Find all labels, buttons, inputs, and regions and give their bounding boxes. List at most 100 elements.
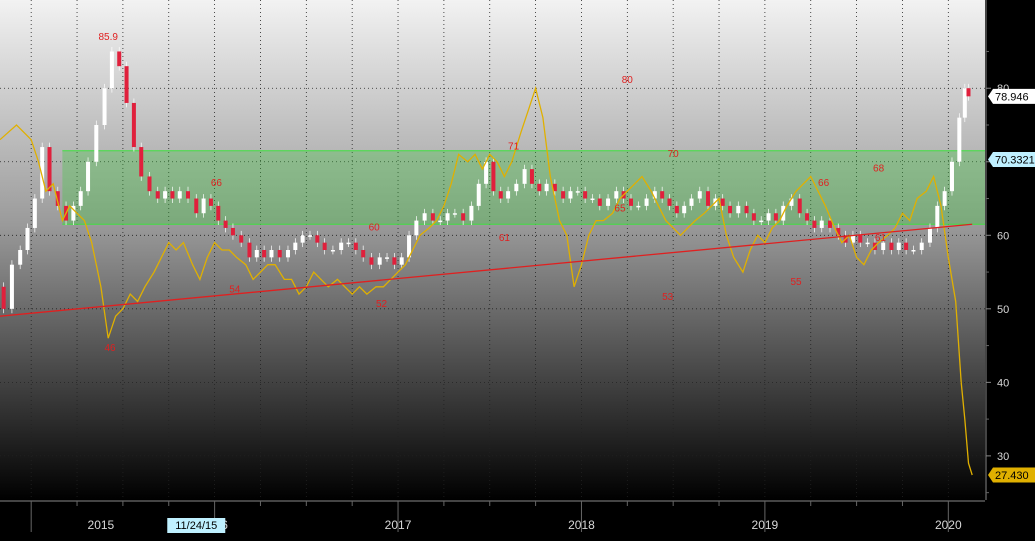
candle-body	[674, 205, 679, 214]
candle-body	[330, 250, 335, 252]
y-axis-background	[985, 0, 1035, 541]
candle-body	[911, 250, 916, 252]
candle-body	[828, 220, 833, 228]
candle-body	[339, 242, 344, 250]
candle-body	[544, 183, 549, 192]
annotation-label: 71	[508, 141, 520, 152]
candle-body	[78, 191, 83, 206]
candle-body	[109, 51, 114, 89]
annotation-label: 60	[369, 222, 381, 233]
candle-body	[889, 242, 894, 250]
candle-body	[269, 250, 274, 258]
candle-body	[962, 88, 967, 118]
candle-body	[896, 242, 901, 250]
last-price-tag-text: 78.946	[995, 91, 1029, 103]
y-tick-label: 30	[997, 451, 1009, 463]
candle-body	[819, 220, 824, 228]
annotation-label: 80	[622, 75, 634, 86]
x-axis: 20152016201720182019202011/24/15	[0, 500, 1035, 541]
candle-body	[422, 213, 427, 221]
candle-body	[392, 257, 397, 265]
candle-body	[452, 213, 457, 215]
candle-body	[216, 205, 221, 221]
candle-body	[399, 257, 404, 265]
candle-body	[469, 205, 474, 221]
candle-body	[369, 257, 374, 265]
candle-body	[247, 242, 252, 258]
annotation-label: 46	[104, 343, 116, 354]
candle-body	[353, 242, 358, 250]
y-tick-label: 50	[997, 304, 1009, 316]
annotation-label: 54	[229, 284, 241, 295]
candle-body	[568, 191, 573, 199]
candle-body	[660, 191, 665, 199]
candle-body	[277, 250, 282, 258]
candle-body	[789, 198, 794, 206]
annotation-label: 68	[873, 163, 885, 174]
candle-body	[797, 198, 802, 214]
plot-background	[0, 0, 985, 500]
candle-body	[491, 161, 496, 192]
candle-body	[949, 161, 954, 192]
candle-body	[904, 242, 909, 250]
candle-body	[201, 198, 206, 214]
candle-body	[522, 169, 527, 184]
candle-body	[575, 191, 580, 193]
data-series	[0, 47, 973, 476]
candle-body	[262, 250, 267, 258]
annotation-label: 85.9	[98, 32, 118, 43]
candle-body	[720, 198, 725, 206]
annotation-label: 66	[818, 178, 830, 189]
candle-body	[919, 242, 924, 250]
candle-body	[208, 198, 213, 206]
candle-body	[322, 242, 327, 250]
candle-body	[254, 250, 259, 258]
last-price-tag-box	[988, 88, 1035, 104]
crosshair-date-box	[167, 518, 226, 533]
candle-body	[751, 213, 756, 221]
candle-body	[652, 191, 657, 199]
candle-body	[25, 227, 30, 250]
candle-body	[186, 191, 191, 199]
candle-body	[614, 191, 619, 199]
candle-body	[385, 257, 390, 259]
candle-body	[9, 264, 14, 309]
x-year-label: 2017	[385, 518, 412, 532]
candle-body	[865, 242, 870, 245]
candle-body	[597, 198, 602, 206]
candle-body	[805, 213, 810, 221]
candle-body	[315, 235, 320, 243]
candle-body	[139, 147, 144, 177]
trendline-group	[0, 223, 973, 317]
candle-body	[529, 169, 534, 184]
band-level-tag-box	[988, 152, 1035, 168]
candle-body	[407, 235, 412, 258]
candle-body	[689, 198, 694, 206]
candle-body	[47, 147, 52, 192]
candle-body	[177, 191, 182, 199]
candle-body	[583, 191, 588, 199]
candle-body	[307, 235, 312, 237]
candle-body	[836, 227, 841, 236]
candle-body	[230, 227, 235, 236]
candle-body	[285, 250, 290, 258]
candle-body	[361, 250, 366, 258]
candle-body	[124, 66, 129, 103]
candle-body	[414, 220, 419, 236]
candle-body	[155, 191, 160, 199]
candle-body	[744, 205, 749, 214]
candle-body	[147, 176, 152, 192]
candle-body	[102, 88, 107, 125]
candle-body	[552, 183, 557, 192]
candle-body	[86, 161, 91, 192]
candle-body	[484, 161, 489, 184]
band-fill	[62, 150, 985, 225]
candle-body	[163, 191, 168, 199]
candle-body	[606, 198, 611, 206]
band-level-tag-text: 70.3321	[995, 155, 1035, 167]
candle-body	[858, 235, 863, 243]
annotation-label: 61	[875, 233, 887, 244]
candle-body	[18, 250, 23, 265]
